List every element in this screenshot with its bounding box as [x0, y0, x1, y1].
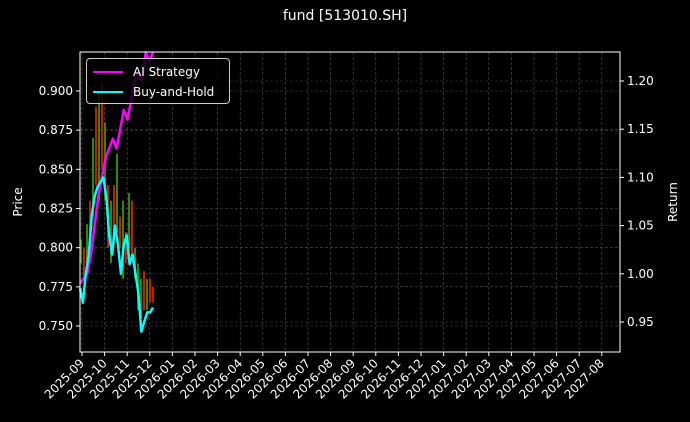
plot-frame: [79, 51, 621, 353]
y-tick-label: 0.900: [39, 84, 73, 98]
legend-swatch-buy-and-hold: [93, 90, 123, 94]
y-tick-label: 0.875: [39, 123, 73, 137]
y-axis-label: Price: [11, 187, 25, 216]
y-tick-label: 0.800: [39, 241, 73, 255]
chart-title: fund [513010.SH]: [282, 8, 408, 24]
y-tick-label: 0.850: [39, 162, 73, 176]
y-right-tick-label: 1.05: [627, 219, 654, 233]
y-right-tick-label: 1.15: [627, 122, 654, 136]
legend-item-buy-and-hold: Buy-and-Hold: [93, 83, 214, 101]
y-tick-label: 0.825: [39, 202, 73, 216]
legend-item-ai-strategy: AI Strategy: [93, 63, 200, 81]
y-tick-label: 0.750: [39, 319, 73, 333]
y-right-tick-label: 1.00: [627, 267, 654, 281]
series-line-buy-and-hold: [78, 176, 155, 333]
legend-label: Buy-and-Hold: [133, 85, 215, 99]
y-right-tick-label: 1.10: [627, 170, 654, 184]
y-tick-label: 0.775: [39, 280, 73, 294]
legend: AI Strategy Buy-and-Hold: [86, 58, 230, 104]
y-right-tick-label: 0.95: [627, 315, 654, 329]
y-right-tick-label: 1.20: [627, 74, 654, 88]
legend-swatch-ai-strategy: [93, 70, 123, 74]
y-right-axis-label: Return: [666, 182, 680, 222]
legend-label: AI Strategy: [133, 65, 200, 79]
